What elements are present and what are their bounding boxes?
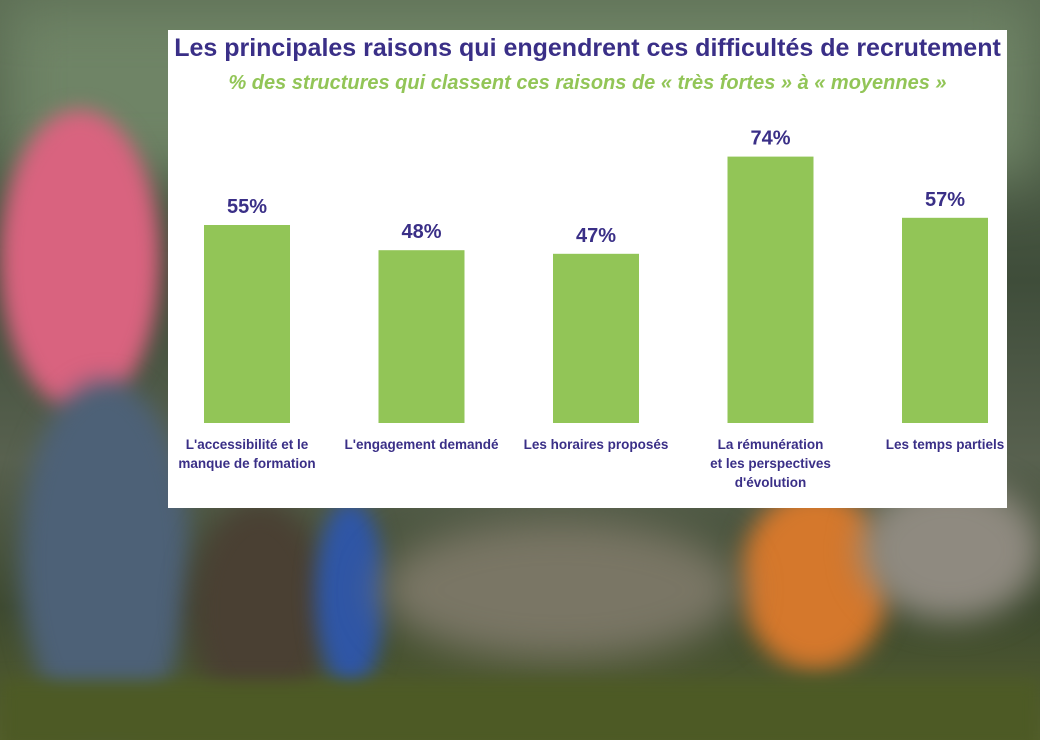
bar-value-label: 48%	[401, 221, 441, 243]
category-label-line: Les horaires proposés	[524, 437, 669, 452]
category-label: L'accessibilité et le manque de formation	[178, 437, 315, 471]
category-label: L'engagement demandé	[345, 437, 499, 452]
chart-panel: 55% L'accessibilité et le manque de format…	[168, 30, 1007, 508]
category-label-line: et les perspectives	[710, 456, 831, 471]
bar	[553, 253, 639, 423]
chart-subtitle: % des structures qui classent ces raison…	[228, 72, 947, 94]
bar	[727, 156, 814, 423]
bar	[204, 225, 290, 423]
category-label-line: L'engagement demandé	[345, 437, 499, 452]
bar	[378, 250, 465, 423]
category-label: Les temps partiels	[886, 437, 1005, 452]
bar	[902, 217, 988, 423]
category-label-line: Les temps partiels	[886, 437, 1005, 452]
category-label: Les horaires proposés	[524, 437, 669, 452]
category-label-line: La rémunération	[718, 437, 824, 452]
bar-value-label: 57%	[925, 189, 965, 211]
category-label: La rémunération et les perspectives d'évol…	[710, 437, 831, 490]
bar-value-label: 74%	[750, 128, 790, 150]
bar-value-label: 55%	[227, 196, 267, 218]
chart-title: Les principales raisons qui engendrent c…	[174, 34, 1001, 62]
bar-value-label: 47%	[576, 225, 616, 247]
category-label-line: manque de formation	[178, 456, 315, 471]
bar-chart: 55% L'accessibilité et le manque de format…	[178, 128, 1005, 490]
category-label-line: d'évolution	[735, 475, 806, 490]
category-label-line: L'accessibilité et le	[186, 437, 309, 452]
